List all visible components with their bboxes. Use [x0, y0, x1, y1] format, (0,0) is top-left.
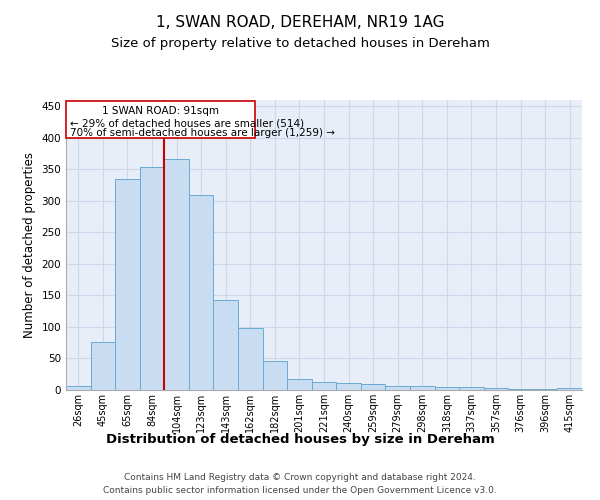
Bar: [115, 179, 140, 390]
Text: Distribution of detached houses by size in Dereham: Distribution of detached houses by size …: [106, 432, 494, 446]
Bar: [140, 167, 164, 390]
Bar: [66, 102, 255, 138]
Text: 70% of semi-detached houses are larger (1,259) →: 70% of semi-detached houses are larger (…: [70, 128, 335, 138]
Bar: [91, 342, 115, 390]
Text: Contains HM Land Registry data © Crown copyright and database right 2024.
Contai: Contains HM Land Registry data © Crown c…: [103, 474, 497, 495]
Bar: [66, 386, 91, 390]
Bar: [164, 158, 189, 390]
Bar: [312, 382, 336, 390]
Bar: [385, 386, 410, 390]
Bar: [263, 361, 287, 390]
Bar: [361, 384, 385, 390]
Bar: [287, 378, 312, 390]
Text: 1, SWAN ROAD, DEREHAM, NR19 1AG: 1, SWAN ROAD, DEREHAM, NR19 1AG: [156, 15, 444, 30]
Bar: [434, 387, 459, 390]
Bar: [557, 388, 582, 390]
Text: Size of property relative to detached houses in Dereham: Size of property relative to detached ho…: [110, 38, 490, 51]
Bar: [238, 328, 263, 390]
Bar: [214, 300, 238, 390]
Bar: [189, 194, 214, 390]
Bar: [336, 383, 361, 390]
Bar: [508, 388, 533, 390]
Bar: [484, 388, 508, 390]
Text: 1 SWAN ROAD: 91sqm: 1 SWAN ROAD: 91sqm: [102, 106, 219, 117]
Bar: [410, 386, 434, 390]
Bar: [459, 387, 484, 390]
Y-axis label: Number of detached properties: Number of detached properties: [23, 152, 36, 338]
Text: ← 29% of detached houses are smaller (514): ← 29% of detached houses are smaller (51…: [70, 119, 304, 129]
